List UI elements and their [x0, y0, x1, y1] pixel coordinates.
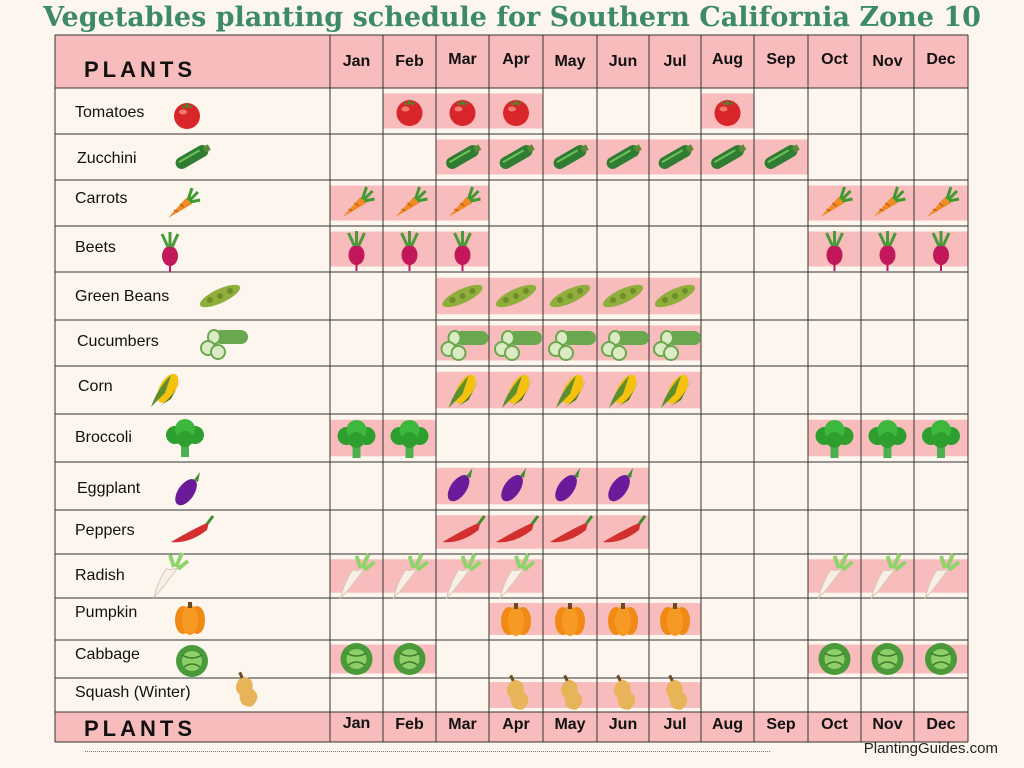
row-label: Beets — [75, 239, 116, 256]
cabbage-icon — [392, 642, 427, 676]
eggplant-icon — [170, 472, 202, 510]
footer-row-bg — [55, 712, 968, 742]
row-label: Green Beans — [75, 288, 170, 305]
month-label-sep: Sep — [766, 51, 796, 68]
carrot-icon — [166, 186, 202, 220]
row-label: Radish — [75, 567, 125, 584]
row-label: Eggplant — [77, 480, 141, 497]
header-row-bg — [55, 35, 968, 88]
plants-column-header: PLANTS — [84, 57, 196, 82]
month-label-dec: Dec — [926, 51, 956, 68]
row-label: Zucchini — [77, 150, 137, 167]
page-title: Vegetables planting schedule for Souther… — [43, 2, 981, 33]
row-label: Corn — [78, 378, 113, 395]
radish-icon — [152, 551, 190, 599]
broccoli-icon — [166, 419, 204, 457]
cabbage-icon — [817, 642, 852, 676]
month-label-may: May — [554, 716, 586, 733]
month-label-feb: Feb — [395, 53, 424, 70]
month-label-jun: Jun — [608, 53, 638, 70]
month-label-aug: Aug — [711, 716, 744, 733]
pepper-icon — [169, 514, 215, 544]
month-label-nov: Nov — [872, 53, 903, 70]
month-label-sep: Sep — [766, 716, 796, 733]
cucumber-icon — [200, 329, 249, 360]
month-label-jan: Jan — [342, 53, 371, 70]
row-label: Carrots — [75, 190, 128, 207]
month-label-jun: Jun — [608, 716, 638, 733]
month-label-jul: Jul — [663, 716, 687, 733]
cabbage-icon — [924, 642, 958, 676]
beet-icon — [160, 230, 180, 274]
month-label-mar: Mar — [448, 716, 477, 733]
month-label-jan: Jan — [342, 715, 371, 732]
row-label: Cucumbers — [77, 333, 159, 350]
corn-icon — [151, 370, 183, 409]
cabbage-icon — [870, 642, 905, 676]
month-label-nov: Nov — [872, 716, 903, 733]
row-label: Broccoli — [75, 429, 132, 446]
row-label: Tomatoes — [75, 104, 145, 121]
row-label: Peppers — [75, 522, 135, 539]
row-label: Cabbage — [75, 646, 140, 663]
month-label-feb: Feb — [395, 716, 424, 733]
month-label-jul: Jul — [663, 53, 687, 70]
cabbage-icon — [339, 642, 374, 676]
tomato-icon — [174, 102, 200, 129]
row-label: Pumpkin — [75, 604, 138, 621]
month-label-oct: Oct — [821, 716, 848, 733]
squash-icon — [231, 671, 262, 710]
month-label-aug: Aug — [711, 51, 744, 68]
month-label-dec: Dec — [926, 716, 956, 733]
footer-divider — [85, 751, 770, 752]
month-label-apr: Apr — [502, 51, 530, 68]
footer-credit: PlantingGuides.com — [863, 740, 998, 757]
pumpkin-icon — [175, 602, 205, 635]
plants-column-header: PLANTS — [84, 716, 196, 741]
month-label-oct: Oct — [821, 51, 848, 68]
green-bean-icon — [197, 280, 243, 312]
row-label: Squash (Winter) — [75, 684, 191, 701]
month-label-apr: Apr — [502, 716, 530, 733]
zucchini-icon — [173, 142, 211, 172]
month-label-mar: Mar — [448, 51, 477, 68]
month-label-may: May — [554, 53, 586, 70]
cabbage-icon — [175, 644, 209, 678]
